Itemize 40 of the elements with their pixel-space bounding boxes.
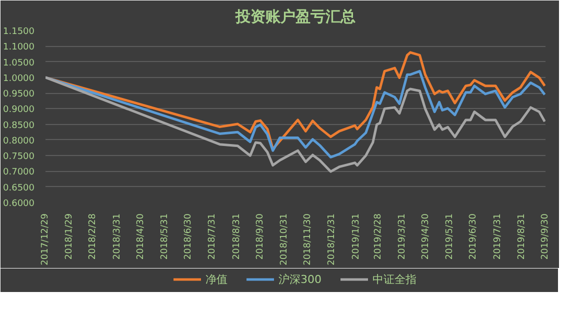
x-tick-label: 2018/1/29	[64, 213, 75, 260]
x-tick-label: 2019/5/31	[445, 213, 456, 260]
y-tick-label: 0.7000	[3, 168, 35, 178]
x-tick-label: 2018/9/30	[255, 213, 266, 260]
x-tick-label: 2018/6/30	[183, 213, 194, 260]
line-series	[46, 70, 546, 158]
y-tick-label: 1.1500	[3, 27, 35, 37]
x-tick-label: 2018/3/31	[112, 213, 122, 260]
x-tick-label: 2019/8/31	[517, 213, 528, 260]
y-tick-label: 0.6500	[3, 183, 35, 194]
y-tick-label: 1.0000	[3, 74, 35, 84]
legend-label: 中证全指	[372, 272, 416, 286]
x-tick-label: 2018/7/31	[208, 213, 218, 260]
x-tick-label: 2018/2/28	[88, 213, 98, 260]
y-tick-label: 0.9500	[3, 90, 35, 100]
y-tick-label: 0.7500	[3, 152, 35, 162]
x-tick-label: 2019/9/30	[540, 213, 550, 260]
x-tick-label: 2018/12/31	[327, 214, 338, 266]
x-tick-label: 2019/6/30	[468, 213, 479, 260]
x-tick-label: 2017/12/29	[40, 213, 50, 266]
y-tick-label: 0.8000	[3, 136, 35, 146]
x-tick-label: 2018/11/30	[303, 213, 313, 266]
x-tick-label: 2018/5/31	[160, 213, 170, 260]
x-tick-label: 2018/4/30	[136, 213, 146, 260]
y-tick-label: 0.8500	[3, 120, 35, 131]
x-tick-label: 2019/1/31	[351, 213, 362, 260]
x-tick-label: 2019/3/31	[398, 213, 408, 260]
y-tick-label: 1.0500	[3, 58, 35, 68]
x-tick-label: 2019/4/30	[420, 213, 431, 260]
y-tick-label: 0.6000	[3, 199, 35, 209]
x-tick-label: 2018/10/31	[280, 214, 290, 266]
y-tick-label: 1.1000	[3, 42, 35, 53]
legend-label: 沪深300	[278, 272, 322, 286]
chart-title: 投资账户盈亏汇总	[234, 8, 356, 26]
line-series	[46, 76, 546, 173]
x-tick-label: 2018/8/31	[232, 213, 242, 260]
x-tick-label: 2019/2/28	[373, 213, 384, 260]
y-tick-label: 0.9000	[3, 105, 35, 116]
legend-label: 净值	[206, 272, 228, 286]
x-tick-label: 2019/7/31	[492, 213, 503, 260]
